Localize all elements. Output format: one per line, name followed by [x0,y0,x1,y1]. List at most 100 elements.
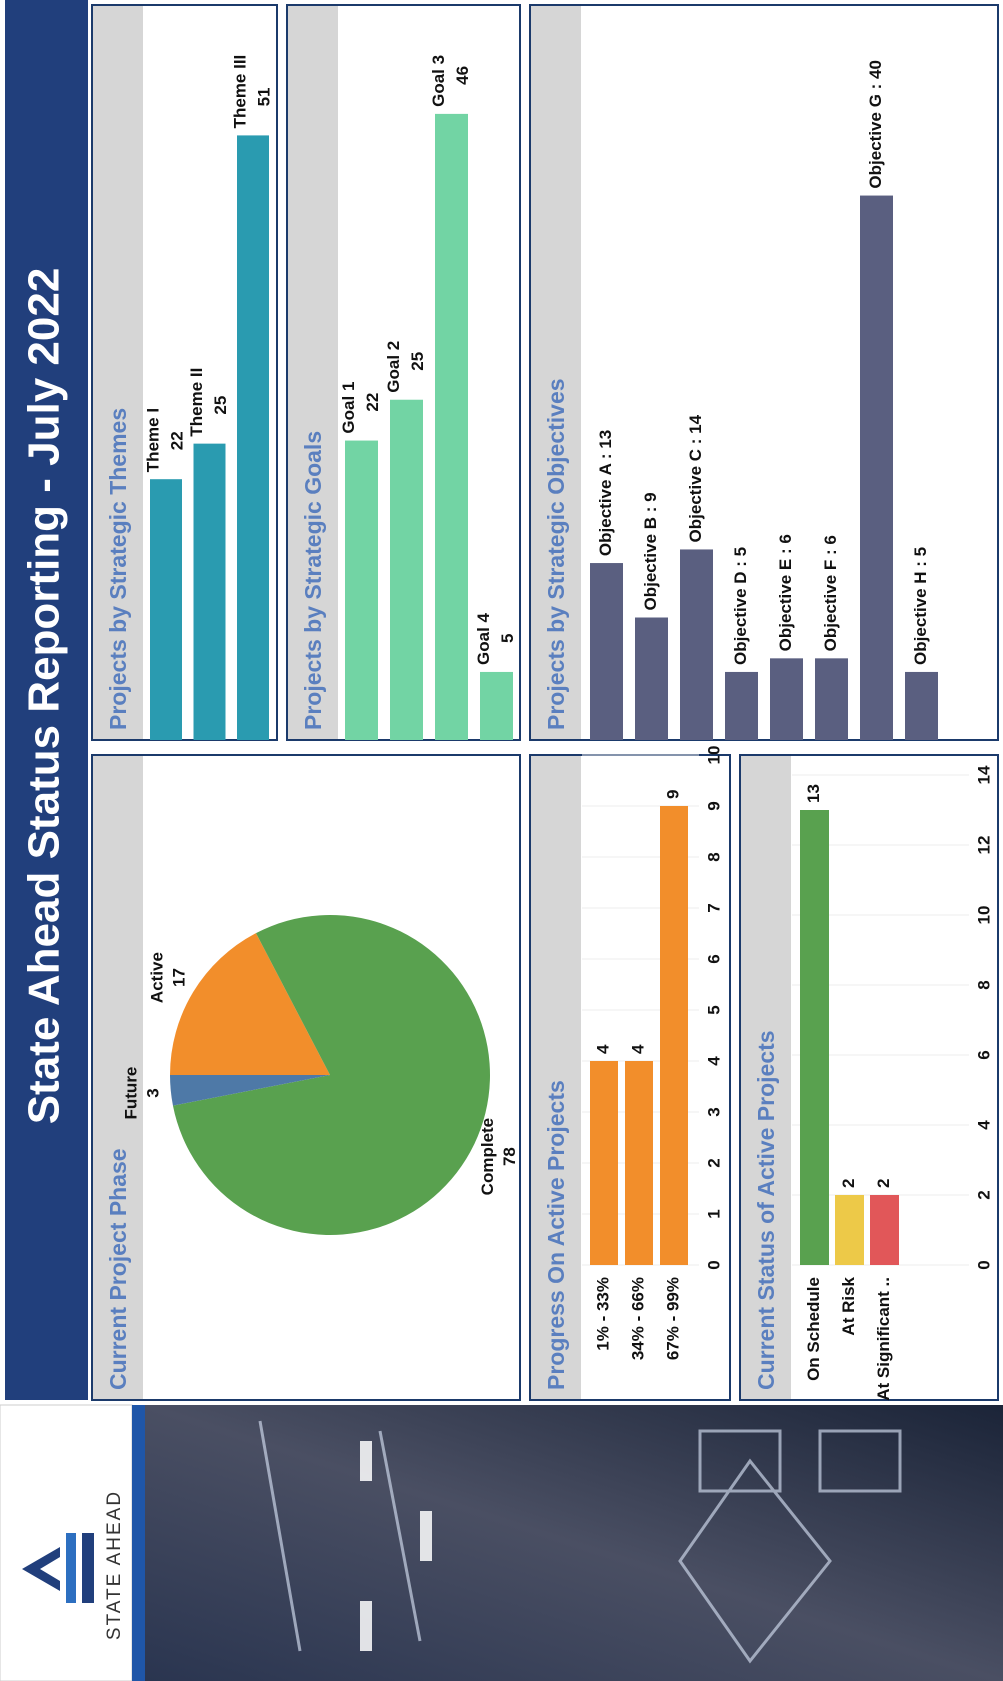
value-label: 5 [498,633,517,642]
value-label: 4 [593,1044,612,1054]
bar [725,671,758,740]
value-label: 46 [453,66,472,85]
bar [237,135,269,740]
x-tick-label: 6 [974,1050,993,1059]
slice-label: Complete [478,1118,497,1195]
x-tick-label: 1 [704,1209,723,1218]
value-label: 51 [254,87,273,106]
panel-header [93,756,143,1399]
bar [800,810,829,1265]
value-label: Objective H : 5 [911,547,930,665]
y-tick-label: 67% - 99% [663,1277,682,1360]
x-tick-label: 7 [704,903,723,912]
value-label: 2 [839,1179,858,1188]
x-tick-label: 8 [974,980,993,989]
bar [480,671,513,740]
bar [770,658,803,740]
bar [345,440,378,740]
x-tick-label: 2 [974,1190,993,1199]
bar [905,671,938,740]
bar-label: Theme I [143,408,162,472]
page-title: State Ahead Status Reporting - July 2022 [20,268,69,1125]
y-tick-label: On Schedule [804,1277,823,1381]
x-tick-label: 0 [704,1260,723,1269]
bar [860,195,893,740]
photo-marks [360,1441,432,1651]
bar-label: Theme II [187,368,206,437]
bar-label: Goal 3 [429,55,448,107]
value-label: Objective D : 5 [731,547,750,665]
bar [835,1195,864,1265]
x-tick-label: 8 [704,852,723,861]
x-tick-label: 10 [704,746,723,765]
panel-title: Projects by Strategic Objectives [543,378,569,730]
slice-label: Future [121,1067,140,1120]
slice-value: 78 [500,1147,519,1166]
slice-label: Active [148,952,167,1003]
x-tick-label: 6 [704,954,723,963]
value-label: Objective G : 40 [866,60,885,189]
bar [590,563,623,740]
value-label: 25 [211,396,230,415]
x-tick-label: 10 [974,906,993,925]
panel-header [288,6,338,739]
value-label: 22 [167,431,186,450]
panel-header [741,756,791,1399]
bar [435,113,468,740]
bar [870,1195,899,1265]
bar [150,479,182,740]
bar [680,549,713,740]
logo-mark [66,1533,76,1603]
x-tick-label: 4 [974,1120,993,1130]
y-tick-label: At Significant .. [874,1277,893,1401]
bar-label: Theme III [230,55,249,129]
slice-value: 17 [170,968,189,987]
bar [625,1061,653,1265]
panel-header [531,6,581,739]
pie-slice [170,1075,330,1106]
bar [635,617,668,740]
slice-value: 3 [143,1088,162,1097]
photo-lines [258,1420,902,1664]
value-label: Objective C : 14 [686,414,705,542]
logo-text: STATE AHEAD [104,1490,125,1640]
panel-title: Progress On Active Projects [543,1080,569,1390]
panel-title: Projects by Strategic Goals [300,431,326,730]
value-label: Objective E : 6 [776,534,795,651]
logo-strip [132,1405,145,1681]
y-tick-label: 34% - 66% [628,1277,647,1360]
bar [590,1061,618,1265]
bar-label: Goal 1 [339,382,358,434]
y-tick-label: 1% - 33% [593,1277,612,1351]
panel-title: Projects by Strategic Themes [105,408,131,730]
bar [815,658,848,740]
value-label: Objective B : 9 [641,492,660,610]
value-label: 4 [628,1044,647,1054]
bar-label: Goal 4 [474,612,493,665]
panel-title: Current Project Phase [105,1148,131,1390]
x-tick-label: 9 [704,801,723,810]
panel-header [93,6,143,739]
value-label: Objective F : 6 [821,535,840,651]
x-tick-label: 14 [974,765,993,784]
pie-slice [172,915,490,1235]
bar [390,399,423,740]
bar [193,443,226,740]
x-tick-label: 12 [974,836,993,855]
value-label: 22 [363,393,382,412]
photo [145,1405,1003,1681]
value-label: 9 [663,790,682,799]
x-tick-label: 4 [704,1056,723,1066]
value-label: 13 [804,784,823,803]
x-tick-label: 5 [704,1005,723,1014]
bar-label: Goal 2 [384,341,403,393]
panel-title: Current Status of Active Projects [753,1030,779,1390]
value-label: 2 [874,1179,893,1188]
value-label: 25 [408,352,427,371]
pie-slice [170,933,330,1075]
value-label: Objective A : 13 [596,430,615,556]
panel-header [531,756,581,1399]
logo-mark [82,1533,94,1603]
